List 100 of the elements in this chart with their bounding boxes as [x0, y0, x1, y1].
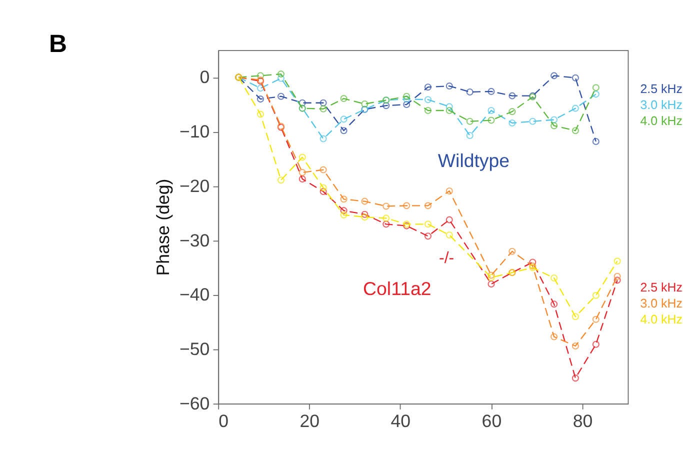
point	[298, 99, 306, 106]
point	[277, 70, 284, 78]
point	[320, 166, 327, 174]
x-tick-label: 40	[390, 411, 411, 432]
point	[614, 272, 621, 280]
y-axis-title: Phase (deg)	[152, 178, 173, 276]
point	[572, 374, 579, 382]
point	[361, 214, 368, 221]
point	[320, 99, 327, 106]
point	[382, 202, 390, 210]
point	[529, 118, 536, 125]
point	[403, 92, 410, 100]
point	[572, 74, 579, 82]
point	[572, 313, 579, 320]
point	[424, 202, 432, 210]
point	[361, 198, 368, 205]
point	[446, 187, 453, 195]
y-tick-label: −20	[180, 176, 210, 196]
point	[446, 82, 453, 90]
point	[446, 103, 453, 110]
point	[446, 216, 453, 224]
text: 3.0 kHz	[640, 98, 682, 112]
point	[446, 232, 453, 239]
x-tick-label: 0	[218, 411, 229, 432]
point	[550, 116, 558, 124]
point	[488, 106, 495, 114]
annotation: Wildtype	[438, 150, 510, 171]
point	[424, 220, 432, 228]
point	[508, 92, 516, 100]
point	[592, 84, 600, 92]
point	[256, 96, 264, 103]
x-tick-label: 20	[300, 411, 320, 432]
text: 2.5 kHz	[640, 82, 682, 96]
point	[592, 316, 600, 323]
point	[550, 122, 558, 130]
point	[466, 118, 474, 125]
chart-title: B	[49, 30, 68, 58]
point	[446, 106, 453, 114]
point	[550, 274, 558, 282]
series-label: 2.5 kHz	[640, 280, 682, 294]
text: 4.0 kHz	[640, 114, 682, 128]
y-tick-label: −40	[180, 284, 210, 305]
point	[277, 92, 284, 100]
point	[424, 96, 432, 104]
point	[424, 232, 432, 240]
point	[592, 340, 600, 348]
point	[320, 184, 327, 192]
point	[256, 72, 264, 80]
y-tick-label: −60	[180, 393, 210, 414]
point	[277, 74, 284, 82]
point	[488, 280, 495, 288]
y-tick-label: −10	[180, 121, 210, 142]
point	[277, 176, 284, 184]
point	[256, 110, 264, 118]
y-tick-label: −50	[180, 339, 210, 360]
point	[466, 88, 474, 96]
point	[298, 154, 306, 161]
point	[592, 138, 600, 146]
point	[361, 100, 368, 108]
point	[529, 258, 536, 266]
point	[320, 135, 327, 142]
point	[382, 214, 390, 222]
point	[488, 88, 495, 95]
point	[340, 211, 348, 218]
point	[550, 333, 558, 340]
point	[572, 127, 579, 134]
point	[403, 100, 410, 108]
point	[340, 127, 348, 134]
point	[508, 119, 516, 127]
point	[320, 105, 327, 112]
point	[550, 72, 558, 80]
point	[614, 276, 621, 284]
point	[488, 116, 495, 124]
point	[298, 168, 306, 176]
point	[508, 248, 516, 255]
point	[382, 102, 390, 110]
point	[592, 90, 600, 98]
point	[340, 116, 348, 123]
point	[403, 202, 410, 210]
point	[340, 207, 348, 214]
text: 4.0 kHz	[640, 312, 682, 326]
point	[340, 95, 348, 102]
point	[424, 84, 432, 91]
point	[466, 132, 474, 140]
point	[256, 84, 264, 92]
point	[340, 196, 348, 203]
y-tick-label: −30	[180, 230, 210, 250]
annotation: Col11a2-/-	[363, 248, 454, 300]
point	[320, 188, 327, 196]
point	[382, 220, 390, 228]
x-tick-label: 80	[572, 411, 593, 432]
point	[572, 342, 579, 350]
point	[614, 258, 621, 265]
y-tick-label: 0	[200, 67, 210, 88]
point	[508, 108, 516, 116]
point	[592, 292, 600, 299]
point	[550, 300, 558, 308]
point	[298, 176, 306, 183]
point	[424, 106, 432, 114]
point	[361, 210, 368, 218]
